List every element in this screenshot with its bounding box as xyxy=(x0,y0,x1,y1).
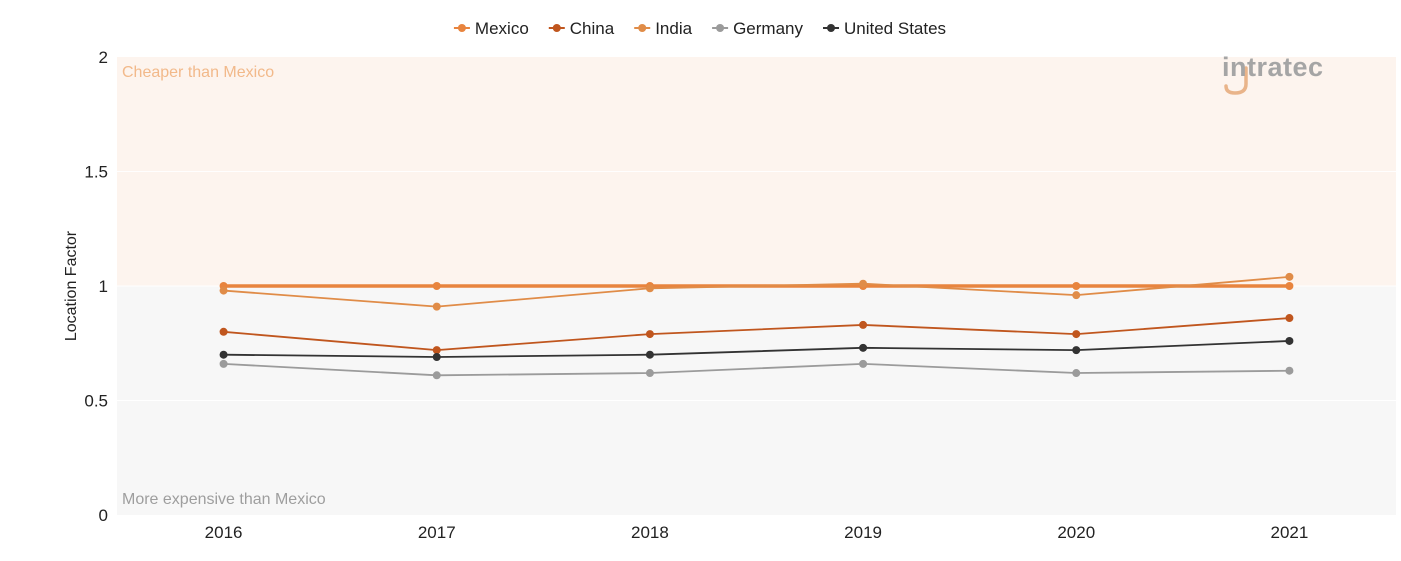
data-point xyxy=(859,279,868,288)
series-line xyxy=(223,362,1290,377)
data-point xyxy=(1072,369,1081,378)
data-point xyxy=(859,320,868,329)
series-line xyxy=(223,275,1290,308)
data-point xyxy=(1072,330,1081,339)
x-tick-label: 2021 xyxy=(1271,523,1309,542)
y-tick-label: 1 xyxy=(99,277,108,296)
legend-swatch-marker xyxy=(552,24,561,32)
data-point xyxy=(645,330,654,339)
x-tick-label: 2017 xyxy=(418,523,456,542)
data-point xyxy=(1072,346,1081,355)
data-point xyxy=(1285,314,1294,323)
series-india xyxy=(219,272,1294,311)
legend-label: China xyxy=(570,19,615,38)
data-point xyxy=(645,369,654,378)
y-tick-label: 2 xyxy=(99,48,108,67)
legend-label: India xyxy=(655,19,692,38)
y-tick-label: 0 xyxy=(99,506,108,525)
data-point xyxy=(1072,291,1081,300)
data-point xyxy=(645,284,654,293)
data-point xyxy=(1285,272,1294,281)
zone-lower-label: More expensive than Mexico xyxy=(122,491,326,508)
y-axis: 0 0.5 1 1.5 2 xyxy=(84,48,108,525)
x-tick-label: 2016 xyxy=(205,523,243,542)
data-point xyxy=(432,371,441,380)
legend-item: Germany xyxy=(712,19,803,38)
data-point xyxy=(432,352,441,361)
data-point xyxy=(219,359,228,368)
series-germany xyxy=(219,359,1294,380)
logo-mark-icon xyxy=(1224,66,1248,95)
legend-item: Mexico xyxy=(453,19,529,38)
legend-item: United States xyxy=(823,19,946,38)
y-tick-label: 0.5 xyxy=(84,392,108,411)
legend-swatch-marker xyxy=(827,24,836,32)
legend-label: United States xyxy=(844,19,946,38)
legend-item: India xyxy=(634,19,693,38)
logo-text: intratec xyxy=(1222,52,1324,82)
series-layer xyxy=(219,272,1294,380)
data-point xyxy=(1285,336,1294,345)
data-point xyxy=(219,286,228,295)
legend-item: China xyxy=(548,19,615,38)
legend-swatch-marker xyxy=(457,24,466,32)
intratec-logo: intratec xyxy=(1222,52,1324,95)
data-point xyxy=(1285,282,1294,290)
legend: Mexico China India Germany United States xyxy=(453,19,946,38)
series-line xyxy=(223,317,1290,352)
legend-label: Mexico xyxy=(475,19,529,38)
legend-label: Germany xyxy=(733,19,803,38)
data-point xyxy=(645,350,654,359)
y-tick-label: 1.5 xyxy=(84,163,108,182)
data-point xyxy=(219,327,228,336)
data-point xyxy=(219,350,228,359)
legend-swatch-marker xyxy=(716,24,725,32)
data-point xyxy=(1072,282,1081,290)
data-point xyxy=(432,346,441,355)
data-point xyxy=(859,359,868,368)
x-tick-label: 2019 xyxy=(844,523,882,542)
data-point xyxy=(432,302,441,311)
x-tick-label: 2018 xyxy=(631,523,669,542)
series-line xyxy=(223,340,1290,358)
zone-upper-label: Cheaper than Mexico xyxy=(122,64,274,81)
series-united-states xyxy=(219,336,1294,361)
x-tick-label: 2020 xyxy=(1057,523,1095,542)
y-axis-title: Location Factor xyxy=(63,230,80,341)
series-china xyxy=(219,314,1294,355)
data-point xyxy=(432,282,441,290)
legend-swatch-marker xyxy=(638,24,647,32)
data-point xyxy=(1285,366,1294,375)
data-point xyxy=(859,343,868,352)
x-axis: 2016 2017 2018 2019 2020 2021 xyxy=(205,523,1309,542)
